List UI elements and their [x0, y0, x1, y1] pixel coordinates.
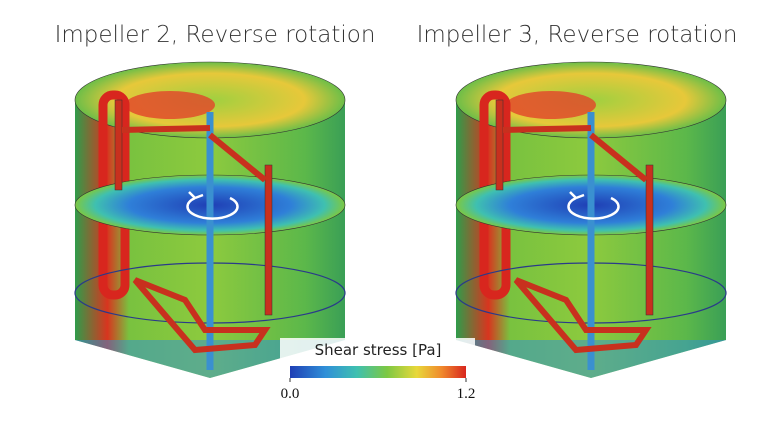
tank-render [75, 62, 345, 378]
colorbar [290, 366, 466, 378]
tank-render [456, 62, 726, 378]
colorbar-label: Shear stress [Pa] [315, 341, 442, 359]
tick-label: 1.2 [457, 386, 476, 402]
colorbar-ticks: 0.0 1.2 [281, 378, 476, 402]
panel-title: Impeller 3, Reverse rotation [417, 22, 738, 48]
panel-title: Impeller 2, Reverse rotation [55, 22, 376, 48]
tick-label: 0.0 [281, 386, 300, 402]
